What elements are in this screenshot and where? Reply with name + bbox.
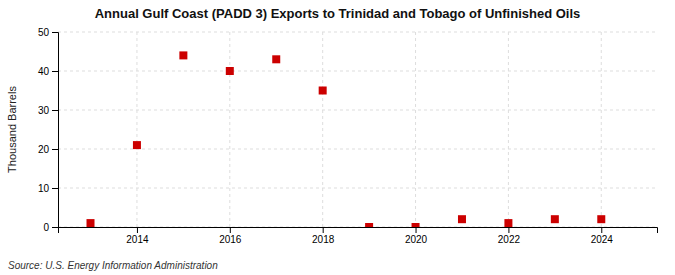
point bbox=[179, 51, 187, 59]
point bbox=[551, 215, 559, 223]
grid-line-y bbox=[58, 188, 657, 189]
y-tick-mark bbox=[52, 227, 58, 228]
x-tick-mark bbox=[323, 227, 324, 233]
x-tick-label: 2018 bbox=[312, 234, 335, 245]
y-axis-title: Thousand Barrels bbox=[6, 86, 18, 173]
x-axis-line bbox=[59, 228, 658, 234]
y-tick-label: 20 bbox=[38, 144, 50, 155]
y-tick-label: 40 bbox=[38, 66, 50, 77]
x-tick-mark bbox=[601, 227, 602, 233]
x-tick-mark bbox=[230, 227, 231, 233]
x-axis: 2014 2016 2018 2020 2022 2024 bbox=[59, 227, 658, 245]
point bbox=[87, 219, 95, 227]
grid-line-y bbox=[58, 110, 657, 111]
grid bbox=[58, 32, 657, 227]
grid-line-x bbox=[508, 32, 509, 227]
y-tick: 30 bbox=[38, 105, 58, 116]
x-tick: 2014 bbox=[126, 227, 149, 245]
x-tick-label: 2024 bbox=[591, 234, 614, 245]
y-tick: 50 bbox=[38, 27, 58, 38]
y-axis: 0 10 20 30 40 50 bbox=[38, 27, 59, 233]
chart: 2014 2016 2018 2020 2022 2024 0 10 20 30 40 50 Annua… bbox=[0, 0, 675, 275]
x-tick-mark bbox=[416, 227, 417, 233]
point bbox=[365, 223, 373, 227]
y-tick-mark bbox=[52, 110, 58, 111]
point bbox=[133, 141, 141, 149]
point bbox=[597, 215, 605, 223]
grid-line-y bbox=[58, 149, 657, 150]
grid-line-x bbox=[136, 32, 137, 227]
x-tick-label: 2022 bbox=[498, 234, 521, 245]
y-tick-mark bbox=[52, 71, 58, 72]
x-tick: 2018 bbox=[312, 227, 335, 245]
point bbox=[458, 215, 466, 223]
y-tick-mark bbox=[52, 188, 58, 189]
x-tick: 2020 bbox=[405, 227, 428, 245]
y-tick: 20 bbox=[38, 144, 58, 155]
y-tick-mark bbox=[52, 32, 58, 33]
source: Source: U.S. Energy Information Administ… bbox=[8, 260, 218, 271]
point bbox=[272, 55, 280, 63]
y-axis-line bbox=[52, 33, 59, 228]
grid-line-y bbox=[58, 71, 657, 72]
grid-line-x bbox=[229, 32, 230, 227]
x-tick: 2022 bbox=[498, 227, 521, 245]
x-tick-mark bbox=[508, 227, 509, 233]
x-tick: 2016 bbox=[219, 227, 242, 245]
y-tick: 0 bbox=[43, 222, 58, 233]
grid-line-x bbox=[601, 32, 602, 227]
grid-line-x bbox=[415, 32, 416, 227]
x-tick-label: 2020 bbox=[405, 234, 428, 245]
y-tick-label: 30 bbox=[38, 105, 50, 116]
y-tick-mark bbox=[52, 149, 58, 150]
x-tick: 2024 bbox=[591, 227, 614, 245]
point bbox=[412, 223, 420, 227]
grid-line-y bbox=[58, 32, 657, 33]
point bbox=[319, 87, 327, 95]
point bbox=[504, 219, 512, 227]
y-tick-label: 10 bbox=[38, 183, 50, 194]
plot-area: 2014 2016 2018 2020 2022 2024 0 10 20 30 40 50 bbox=[38, 27, 658, 245]
x-tick-mark bbox=[137, 227, 138, 233]
title: Annual Gulf Coast (PADD 3) Exports to Tr… bbox=[95, 6, 581, 21]
grid-line-x bbox=[322, 32, 323, 227]
y-tick: 10 bbox=[38, 183, 58, 194]
point bbox=[226, 67, 234, 75]
x-tick-label: 2016 bbox=[219, 234, 242, 245]
y-tick: 40 bbox=[38, 66, 58, 77]
x-tick-label: 2014 bbox=[126, 234, 149, 245]
y-tick-label: 50 bbox=[38, 27, 50, 38]
points bbox=[87, 51, 606, 227]
y-tick-label: 0 bbox=[43, 222, 49, 233]
